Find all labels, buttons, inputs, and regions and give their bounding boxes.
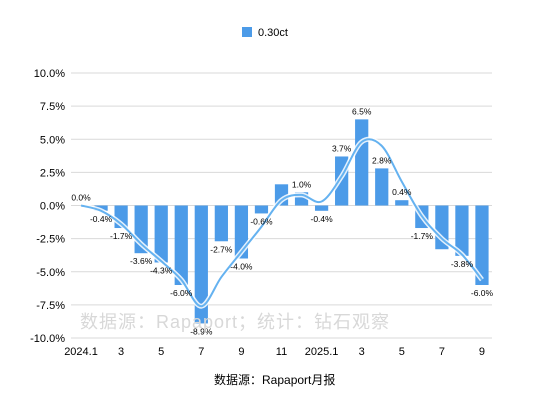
data-label: -6.0% <box>170 288 193 298</box>
y-tick-label: 7.5% <box>40 101 65 113</box>
bar <box>395 200 409 206</box>
data-label: -4.0% <box>230 262 253 272</box>
y-axis: -10.0% -7.5% -5.0% -2.5% 0.0% 2.5% 5.0% 7.5% 10.… <box>30 68 65 345</box>
legend: 0.30ct <box>242 27 288 39</box>
bar <box>375 168 389 206</box>
data-label: 2.8% <box>372 155 392 165</box>
y-tick-label: -10.0% <box>30 333 65 345</box>
data-label: 3.7% <box>332 143 352 153</box>
x-axis: 2024.1 3 5 7 9 11 2025.1 3 5 7 9 <box>64 337 492 358</box>
x-tick-label: 5 <box>399 346 405 358</box>
bar <box>455 205 469 256</box>
y-tick-label: -2.5% <box>36 234 65 246</box>
bars <box>94 119 489 324</box>
x-tick-label: 7 <box>198 346 204 358</box>
bar <box>214 205 228 242</box>
data-label: -1.7% <box>411 231 434 241</box>
data-label: -3.8% <box>451 259 474 269</box>
x-tick-label: 5 <box>158 346 164 358</box>
data-label: -3.6% <box>130 256 153 266</box>
y-tick-label: -7.5% <box>36 300 65 312</box>
bar <box>194 205 208 324</box>
data-label: 6.5% <box>352 106 372 116</box>
bar <box>475 205 489 285</box>
data-label: -0.4% <box>310 214 333 224</box>
trendline <box>80 136 484 309</box>
x-tick-label: 9 <box>479 346 485 358</box>
x-tick-label: 2025.1 <box>305 346 339 358</box>
bar <box>355 119 369 206</box>
x-tick-label: 7 <box>439 346 445 358</box>
y-tick-label: 2.5% <box>40 167 65 179</box>
y-tick-label: 10.0% <box>34 68 65 80</box>
x-tick-label: 3 <box>118 346 124 358</box>
bar <box>254 205 269 214</box>
y-tick-label: -5.0% <box>36 267 65 279</box>
data-label: -6.0% <box>471 288 494 298</box>
data-label: 0.0% <box>71 193 91 203</box>
watermark: 数据源：Rapaport；统计：钻石观察 <box>80 312 390 332</box>
x-tick-label: 11 <box>276 346 287 358</box>
trendline-path <box>80 138 483 308</box>
data-label: -0.6% <box>250 216 273 226</box>
data-label: -0.4% <box>90 214 113 224</box>
bar <box>154 205 168 263</box>
data-label: -1.7% <box>110 231 133 241</box>
y-tick-label: 5.0% <box>40 134 65 146</box>
data-label: -4.3% <box>150 265 173 275</box>
x-tick-label: 2024.1 <box>64 346 98 358</box>
data-label: 1.0% <box>292 179 312 189</box>
x-tick-label: 9 <box>238 346 244 358</box>
x-tick-label: 3 <box>359 346 365 358</box>
data-label: -8.9% <box>190 326 213 336</box>
y-tick-label: 0.0% <box>40 201 65 213</box>
legend-label: 0.30ct <box>258 27 288 39</box>
legend-swatch <box>242 27 252 37</box>
bar <box>314 205 329 211</box>
source-note: 数据源：Rapaport月报 <box>214 372 335 387</box>
data-labels: 0.0% -0.4% -1.7% -3.6%-4.3% -6.0% -8.9% -2.7% -… <box>71 106 493 336</box>
data-label: 0.4% <box>392 187 412 197</box>
data-label: -2.7% <box>210 244 233 254</box>
bar <box>174 205 188 285</box>
